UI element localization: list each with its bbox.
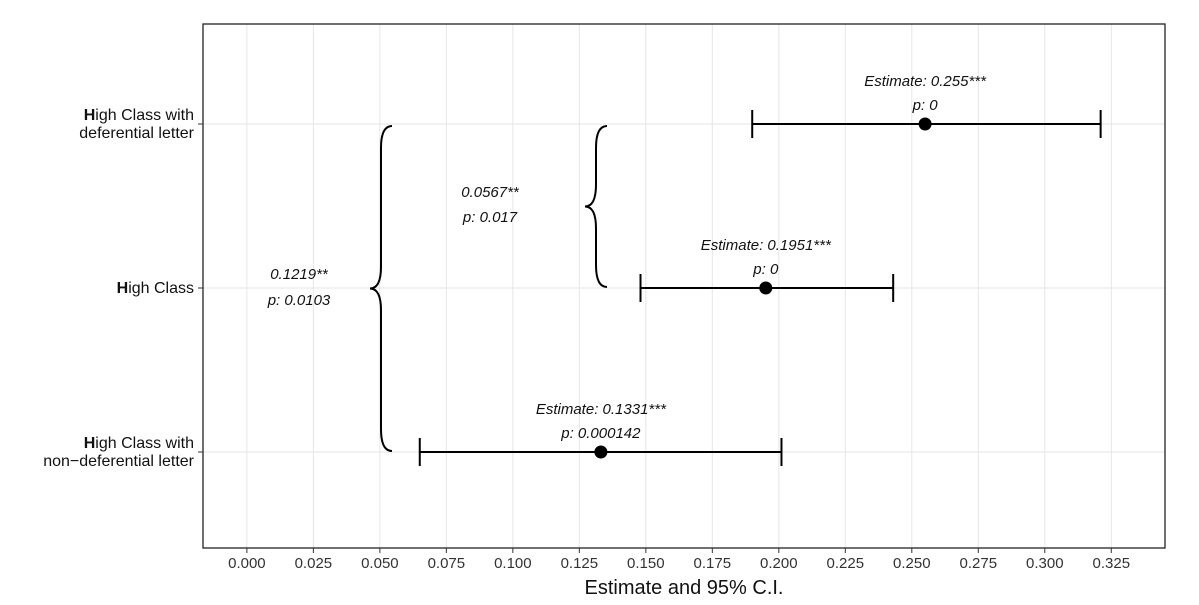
x-tick-label: 0.075	[428, 555, 466, 572]
x-tick-label: 0.200	[760, 555, 798, 572]
comparison-brace	[584, 125, 608, 288]
x-tick-label: 0.025	[295, 555, 333, 572]
x-tick-label: 0.125	[561, 555, 599, 572]
x-tick-label: 0.225	[827, 555, 865, 572]
estimate-annotation: Estimate: 0.255***	[864, 73, 987, 90]
y-axis-label-initial: H	[84, 107, 96, 124]
estimate-annotation: p: 0.000142	[560, 425, 641, 442]
x-tick-label: 0.325	[1093, 555, 1131, 572]
x-tick-label: 0.250	[893, 555, 931, 572]
comparison-annotation: p: 0.017	[462, 209, 518, 226]
comparison-braces	[369, 125, 608, 452]
x-tick-label: 0.050	[361, 555, 399, 572]
estimate-point	[594, 445, 608, 459]
y-axis-label-initial: H	[84, 435, 96, 452]
comparison-brace	[369, 125, 393, 452]
x-tick-label: 0.150	[627, 555, 665, 572]
estimates-layer	[418, 110, 1102, 466]
estimate-point	[918, 117, 932, 131]
estimate-annotation: p: 0	[752, 261, 779, 278]
y-axis-label: deferential letter	[79, 125, 194, 142]
y-axis-label: non−deferential letter	[43, 453, 194, 470]
comparison-annotation: 0.0567**	[461, 184, 520, 201]
grid-lines	[203, 24, 1165, 548]
annotations-layer: Estimate: 0.255*** p: 0 Estimate: 0.1951**…	[267, 73, 987, 442]
comparison-annotation: 0.1219**	[270, 266, 329, 283]
y-axis-label-text: igh Class	[128, 280, 194, 297]
x-tick-label: 0.100	[494, 555, 532, 572]
x-tick-label: 0.300	[1026, 555, 1064, 572]
y-axis-label: High Class with	[84, 435, 194, 452]
x-tick-label: 0.275	[960, 555, 998, 572]
y-axis-label: High Class	[117, 280, 194, 297]
y-axis-label-initial: H	[117, 280, 129, 297]
x-axis-title: Estimate and 95% C.I.	[585, 577, 784, 599]
estimate-annotation: Estimate: 0.1331***	[536, 401, 667, 418]
estimate-annotation: Estimate: 0.1951***	[701, 237, 832, 254]
y-axis-label-text: igh Class with	[95, 435, 194, 452]
comparison-annotation: p: 0.0103	[267, 292, 331, 309]
x-tick-label: 0.175	[694, 555, 732, 572]
plot-panel-border	[202, 23, 1166, 549]
y-axis-label-text: igh Class with	[95, 107, 194, 124]
x-tick-label: 0.000	[228, 555, 266, 572]
x-axis: 0.000 0.025 0.050 0.075 0.100 0.125 0.150 0.175…	[228, 548, 1130, 572]
estimate-annotation: p: 0	[912, 97, 939, 114]
estimate-point	[759, 281, 773, 295]
y-axis-label: High Class with	[84, 107, 194, 124]
